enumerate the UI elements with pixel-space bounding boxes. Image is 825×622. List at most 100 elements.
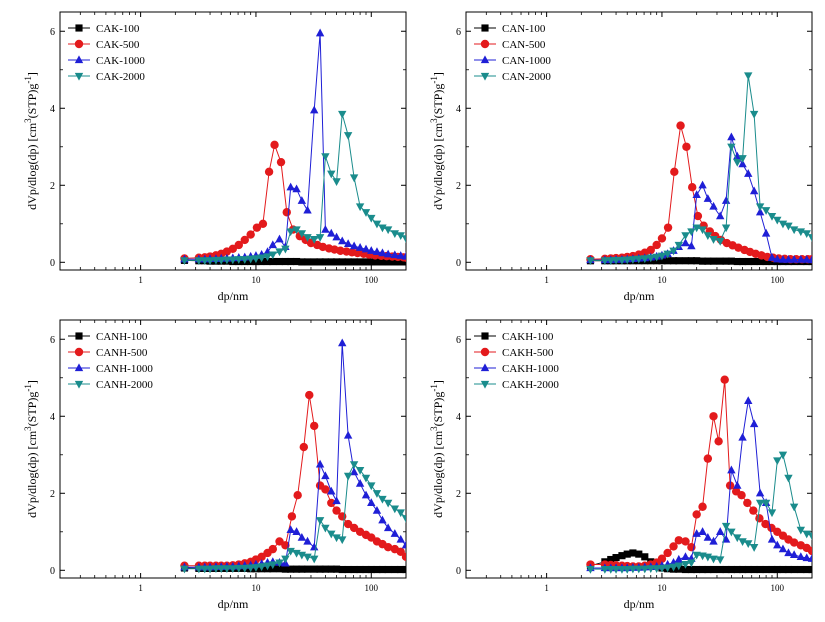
data-point <box>211 256 221 265</box>
series-CAKH-500 <box>586 375 812 571</box>
data-point <box>749 506 758 515</box>
data-point <box>281 245 290 254</box>
data-point <box>600 257 610 265</box>
legend-label: CAN-2000 <box>502 71 551 83</box>
data-point <box>669 257 678 265</box>
data-point <box>401 235 406 244</box>
data-point <box>401 251 406 260</box>
data-point <box>384 258 392 266</box>
data-point <box>367 565 375 574</box>
data-point <box>321 153 330 162</box>
data-point <box>803 565 811 574</box>
y-axis-label-part: dVp/dlog(dp) [cm <box>25 122 39 210</box>
chart-panel-1: 1 10 100 0 2 4 6 dp/nm dVp/dlog(dp) [cm3(STP)g-1… <box>23 11 407 303</box>
plot-area <box>180 338 406 574</box>
data-point <box>298 258 306 266</box>
data-point <box>709 412 718 421</box>
y-tick-label: 4 <box>50 412 55 423</box>
x-tick-label: 100 <box>771 275 785 285</box>
data-point <box>808 565 812 574</box>
plot-area <box>586 72 812 266</box>
data-point <box>773 457 782 466</box>
y-tick-label: 6 <box>50 27 55 38</box>
data-point <box>258 219 268 228</box>
data-point <box>310 105 319 114</box>
data-point <box>807 546 812 556</box>
data-point <box>292 565 301 573</box>
legend-marker <box>74 347 84 357</box>
series-CAK-500 <box>180 140 406 263</box>
data-point <box>338 236 347 245</box>
data-point <box>355 479 365 487</box>
data-point <box>784 565 793 574</box>
data-point <box>372 505 382 514</box>
data-point <box>180 257 189 265</box>
data-point <box>802 254 811 263</box>
data-point <box>321 524 330 533</box>
data-point <box>305 390 314 400</box>
data-point <box>657 564 667 573</box>
data-point <box>205 565 215 574</box>
y-axis-label-part: 3 <box>429 426 439 431</box>
data-point <box>623 256 632 265</box>
data-point <box>744 257 752 266</box>
legend-marker <box>74 39 84 49</box>
data-point <box>297 532 307 541</box>
data-point <box>681 257 690 265</box>
data-point <box>228 565 238 573</box>
data-point <box>372 490 382 498</box>
data-point <box>397 565 405 574</box>
data-point <box>744 396 753 405</box>
data-point <box>762 257 770 266</box>
data-point <box>292 226 301 235</box>
data-point <box>332 565 341 573</box>
y-axis-label-part: dVp/dlog(dp) [cm <box>431 122 445 210</box>
legend-marker <box>480 363 490 372</box>
data-point <box>767 253 777 261</box>
data-point <box>194 257 204 265</box>
series-line <box>590 75 812 261</box>
data-point <box>355 467 365 475</box>
data-point <box>200 257 209 265</box>
x-axis-label: dp/nm <box>218 289 249 303</box>
data-point <box>361 490 371 499</box>
data-point <box>303 258 312 266</box>
series-CAKH-2000 <box>586 451 812 574</box>
y-axis-label-part: ] <box>25 380 39 384</box>
series-line <box>590 400 812 569</box>
x-tick-label: 10 <box>657 583 667 593</box>
data-point <box>738 159 747 168</box>
data-point <box>618 552 626 560</box>
data-point <box>349 523 359 533</box>
data-point <box>767 534 777 543</box>
data-point <box>750 565 758 574</box>
data-point <box>755 203 765 212</box>
data-point <box>657 234 667 243</box>
data-point <box>681 565 690 574</box>
data-point <box>362 258 370 266</box>
data-point <box>744 169 753 177</box>
data-point <box>316 565 324 573</box>
data-point <box>773 565 781 574</box>
data-point <box>703 454 713 463</box>
data-point <box>709 555 718 564</box>
data-point <box>275 248 284 257</box>
x-axis-label: dp/nm <box>624 597 655 611</box>
data-point <box>635 550 643 558</box>
data-point <box>282 208 291 217</box>
y-axis-label-part: -1 <box>23 384 33 392</box>
legend-label: CAKH-2000 <box>502 379 559 391</box>
data-point <box>222 256 232 265</box>
data-point <box>401 552 406 562</box>
data-point <box>703 232 713 240</box>
data-point <box>784 222 793 231</box>
data-point <box>310 555 319 564</box>
y-tick-label: 2 <box>50 181 55 192</box>
data-point <box>338 110 347 119</box>
y-axis-label-part: -1 <box>429 384 439 392</box>
data-point <box>674 536 684 545</box>
data-point <box>789 254 799 263</box>
data-point <box>396 547 405 557</box>
legend-marker <box>75 332 83 340</box>
data-point <box>749 186 759 195</box>
